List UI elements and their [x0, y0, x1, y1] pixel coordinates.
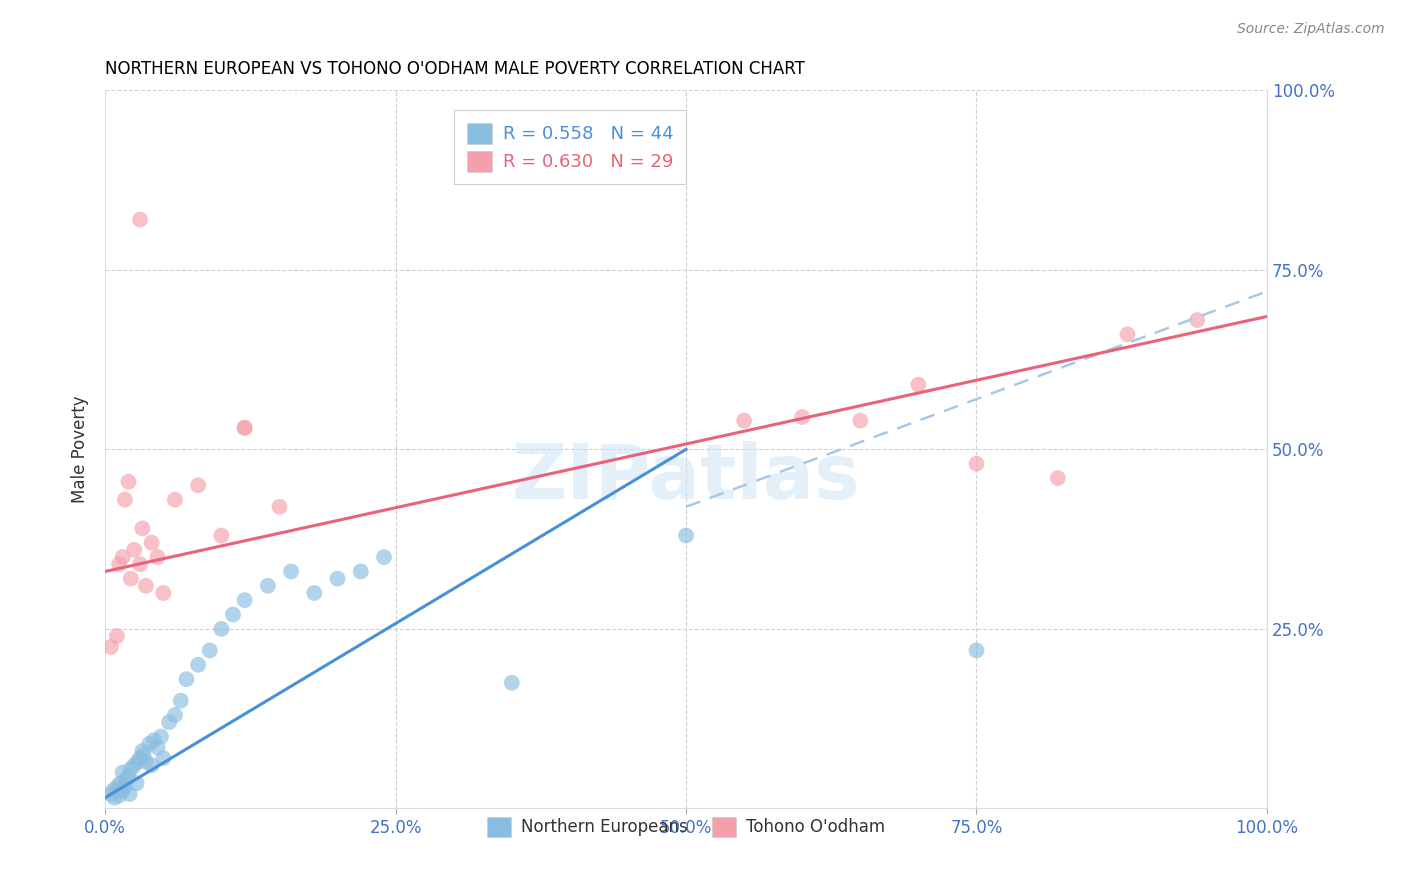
Point — [131, 744, 153, 758]
Point — [117, 769, 139, 783]
Point — [141, 758, 163, 772]
Point — [187, 657, 209, 672]
Point — [152, 586, 174, 600]
Point — [125, 776, 148, 790]
Point — [1046, 471, 1069, 485]
Point — [143, 733, 166, 747]
Point — [117, 475, 139, 489]
Point — [373, 550, 395, 565]
Point — [233, 421, 256, 435]
Text: Source: ZipAtlas.com: Source: ZipAtlas.com — [1237, 22, 1385, 37]
Y-axis label: Male Poverty: Male Poverty — [72, 395, 89, 503]
Point — [280, 565, 302, 579]
Point — [103, 783, 125, 797]
Point — [966, 643, 988, 657]
Point — [105, 629, 128, 643]
Point — [114, 492, 136, 507]
Point — [966, 457, 988, 471]
Point — [152, 751, 174, 765]
Point — [209, 528, 232, 542]
Point — [149, 730, 172, 744]
Text: ZIPatlas: ZIPatlas — [512, 441, 860, 515]
Point — [111, 550, 134, 565]
Point — [135, 579, 157, 593]
Point — [233, 593, 256, 607]
Point — [129, 558, 152, 572]
Point — [103, 790, 125, 805]
Point — [135, 755, 157, 769]
Point — [114, 780, 136, 794]
Point — [233, 421, 256, 435]
Point — [138, 737, 160, 751]
Point — [100, 640, 122, 654]
Point — [122, 758, 145, 772]
Point — [350, 565, 373, 579]
Point — [163, 492, 186, 507]
Point — [157, 715, 180, 730]
Point — [115, 772, 138, 787]
Point — [176, 672, 198, 686]
Point — [129, 751, 152, 765]
Point — [675, 528, 697, 542]
Point — [120, 762, 142, 776]
Point — [304, 586, 326, 600]
Point — [141, 535, 163, 549]
Point — [118, 787, 141, 801]
Point — [111, 765, 134, 780]
Point — [198, 643, 221, 657]
Point — [907, 377, 929, 392]
Point — [122, 542, 145, 557]
Point — [733, 414, 755, 428]
Point — [326, 572, 349, 586]
Point — [146, 550, 169, 565]
Point — [132, 747, 155, 762]
Text: NORTHERN EUROPEAN VS TOHONO O'ODHAM MALE POVERTY CORRELATION CHART: NORTHERN EUROPEAN VS TOHONO O'ODHAM MALE… — [105, 60, 806, 78]
Point — [131, 521, 153, 535]
Point — [100, 787, 122, 801]
Legend: Northern Europeans, Tohono O'odham: Northern Europeans, Tohono O'odham — [481, 811, 891, 843]
Point — [146, 740, 169, 755]
Point — [849, 414, 872, 428]
Point — [187, 478, 209, 492]
Point — [1116, 327, 1139, 342]
Point — [105, 780, 128, 794]
Point — [209, 622, 232, 636]
Point — [110, 776, 132, 790]
Point — [129, 212, 152, 227]
Point — [127, 755, 149, 769]
Point — [222, 607, 245, 622]
Point — [108, 789, 131, 803]
Point — [163, 708, 186, 723]
Point — [792, 410, 814, 425]
Point — [269, 500, 291, 514]
Point — [120, 572, 142, 586]
Point — [501, 675, 523, 690]
Point — [1185, 313, 1208, 327]
Point — [170, 694, 193, 708]
Point — [257, 579, 280, 593]
Point — [111, 783, 134, 797]
Point — [108, 558, 131, 572]
